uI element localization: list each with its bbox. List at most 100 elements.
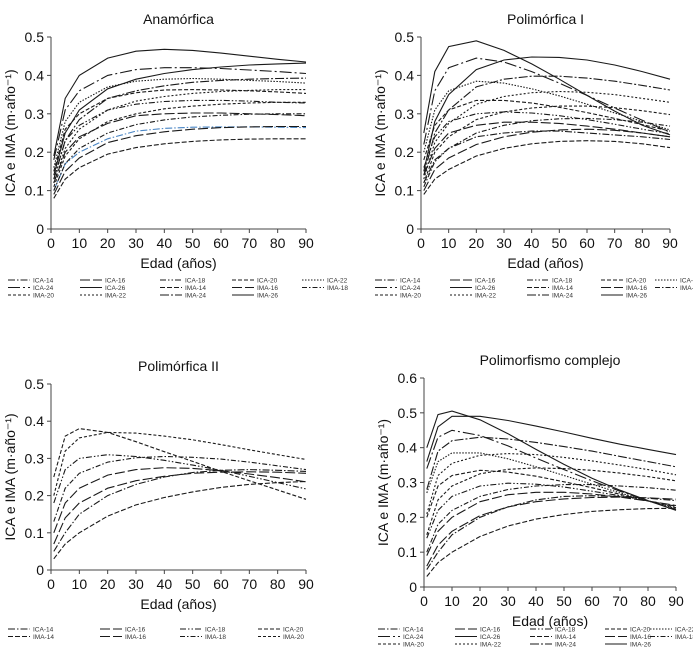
legend-label: ICA-18 bbox=[185, 277, 206, 284]
legend-label: ICA-22 bbox=[675, 626, 693, 633]
series-line-ima-14 bbox=[426, 507, 677, 577]
x-tick-label: 30 bbox=[128, 235, 144, 251]
legend-label: IMA-26 bbox=[626, 292, 647, 299]
x-tick-label: 90 bbox=[668, 593, 684, 609]
chart-title: Polimorfismo complejo bbox=[480, 352, 621, 368]
series-line-ima-14 bbox=[53, 480, 307, 560]
legend-label: ICA-26 bbox=[105, 285, 126, 292]
series-line-ica-18 bbox=[423, 111, 671, 168]
legend-label: ICA-24 bbox=[33, 285, 54, 292]
legend-label: ICA-16 bbox=[480, 626, 501, 633]
x-tick-label: 90 bbox=[298, 576, 314, 592]
legend-label: ICA-26 bbox=[480, 634, 501, 641]
legend-entry: ICA-22 bbox=[655, 277, 693, 284]
legend-label: ICA-26 bbox=[475, 285, 496, 292]
legend-label: IMA-18 bbox=[680, 285, 693, 292]
y-tick-label: 0.3 bbox=[395, 106, 415, 122]
legend-label: IMA-24 bbox=[552, 292, 573, 299]
y-tick-label: 0.4 bbox=[395, 67, 415, 83]
legend-label: IMA-20 bbox=[403, 641, 424, 648]
legend-label: IMA-24 bbox=[555, 641, 576, 648]
legend-entry: IMA-18 bbox=[180, 634, 226, 641]
x-tick-label: 30 bbox=[500, 593, 516, 609]
legend-label: ICA-20 bbox=[630, 626, 651, 633]
legend-label: ICA-16 bbox=[125, 626, 146, 633]
x-tick-label: 90 bbox=[662, 235, 678, 251]
x-axis-title: Edad (años) bbox=[140, 596, 216, 612]
legend-entry: IMA-22 bbox=[455, 641, 501, 648]
legend-label: ICA-22 bbox=[680, 277, 693, 284]
x-tick-label: 70 bbox=[607, 235, 623, 251]
series-line-ica-14 bbox=[426, 495, 677, 570]
x-tick-label: 0 bbox=[417, 235, 425, 251]
legend-entry: ICA-26 bbox=[455, 634, 501, 641]
series-line-ica-26 bbox=[426, 410, 677, 511]
series-line-ima-22 bbox=[423, 90, 671, 180]
legend-entry: ICA-16 bbox=[450, 277, 496, 284]
legend-label: IMA-22 bbox=[475, 292, 496, 299]
y-tick-label: 0.2 bbox=[398, 509, 418, 525]
panel-4: Polimorfismo complejo 0 0.1 0.2 0.3 0.4 0.5 0.6… bbox=[375, 352, 693, 648]
x-tick-label: 30 bbox=[128, 576, 144, 592]
legend-entry: IMA-20 bbox=[375, 292, 421, 299]
legend-entry: ICA-24 bbox=[8, 285, 54, 292]
series-line-ima-24 bbox=[423, 75, 671, 176]
legend-entry: ICA-26 bbox=[80, 285, 126, 292]
x-tick-label: 0 bbox=[420, 593, 428, 609]
y-tick-label: 0.4 bbox=[25, 413, 45, 429]
legend-entry: IMA-20 bbox=[8, 292, 54, 299]
series-line-ima-20 bbox=[426, 467, 677, 535]
legend-entry: IMA-26 bbox=[601, 292, 647, 299]
legend-label: ICA-14 bbox=[33, 626, 54, 633]
legend-entry: IMA-14 bbox=[8, 634, 54, 641]
x-tick-label: 20 bbox=[469, 235, 485, 251]
y-tick-label: 0 bbox=[36, 562, 44, 578]
series-line-ima-24 bbox=[53, 77, 307, 180]
legend-label: IMA-14 bbox=[185, 285, 206, 292]
series-line-ica-16 bbox=[423, 121, 671, 176]
legend-entry: IMA-16 bbox=[232, 285, 278, 292]
y-tick-label: 0.1 bbox=[25, 525, 45, 541]
series-line-ima-20 bbox=[423, 105, 671, 184]
series-line-ima-14 bbox=[423, 140, 671, 195]
series-line-ica-14 bbox=[53, 469, 307, 552]
y-tick-label: 0 bbox=[36, 221, 44, 237]
legend-label: IMA-22 bbox=[480, 641, 501, 648]
x-tick-label: 10 bbox=[72, 235, 88, 251]
x-tick-label: 60 bbox=[579, 235, 595, 251]
y-tick-label: 0.1 bbox=[395, 183, 415, 199]
series-line-ima-22 bbox=[53, 89, 306, 184]
y-tick-label: 0.3 bbox=[398, 475, 418, 491]
legend-entry: IMA-24 bbox=[160, 292, 206, 299]
legend-label: ICA-18 bbox=[555, 626, 576, 633]
legend-entry: ICA-14 bbox=[375, 277, 421, 284]
x-tick-label: 0 bbox=[47, 576, 55, 592]
y-tick-label: 0.5 bbox=[398, 405, 418, 421]
series-line-ica-26 bbox=[53, 48, 307, 157]
x-tick-label: 40 bbox=[157, 235, 173, 251]
series-line-ima-16 bbox=[53, 471, 307, 545]
series-line-ima-24 bbox=[426, 436, 677, 490]
y-tick-label: 0.4 bbox=[25, 67, 45, 83]
chart-title: Polimórfica II bbox=[138, 358, 219, 374]
x-tick-label: 20 bbox=[100, 576, 116, 592]
legend-label: ICA-14 bbox=[403, 626, 424, 633]
legend-entry: ICA-14 bbox=[8, 626, 54, 633]
y-tick-label: 0.4 bbox=[398, 440, 418, 456]
series-line-ima-26 bbox=[53, 62, 307, 176]
legend-entry: ICA-18 bbox=[527, 277, 573, 284]
legend-entry: ICA-20 bbox=[232, 277, 278, 284]
series-line-ica-22 bbox=[426, 452, 677, 510]
legend-entry: ICA-22 bbox=[302, 277, 348, 284]
series-line-ica-20 bbox=[53, 89, 307, 172]
legend-entry: IMA-18 bbox=[650, 634, 693, 641]
legend-label: ICA-14 bbox=[400, 277, 421, 284]
series-line-ica-14 bbox=[53, 126, 307, 191]
legend-label: IMA-16 bbox=[125, 634, 146, 641]
legend-entry: ICA-26 bbox=[450, 285, 496, 292]
series-line-ica-16 bbox=[53, 112, 307, 184]
legend-label: ICA-20 bbox=[626, 277, 647, 284]
series-line-ima-20 bbox=[53, 101, 306, 187]
